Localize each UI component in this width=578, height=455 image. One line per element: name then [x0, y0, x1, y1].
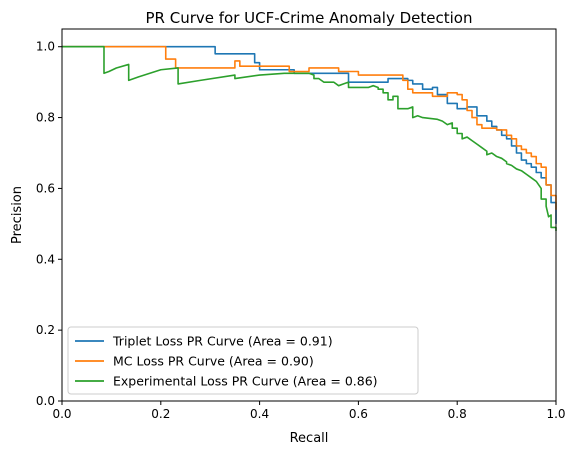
legend-label-1: MC Loss PR Curve (Area = 0.90)	[113, 354, 314, 369]
y-tick-label: 0.0	[36, 394, 55, 408]
legend-label-2: Experimental Loss PR Curve (Area = 0.86)	[113, 374, 378, 389]
y-tick-label: 0.4	[36, 252, 55, 266]
y-tick-label: 0.6	[36, 181, 55, 195]
legend-box	[67, 326, 419, 395]
legend: Triplet Loss PR Curve (Area = 0.91) MC Lo…	[67, 326, 419, 395]
legend-label-0: Triplet Loss PR Curve (Area = 0.91)	[112, 334, 333, 349]
y-tick-label: 0.2	[36, 323, 55, 337]
y-axis-title: Precision	[10, 186, 25, 244]
plot-frame	[61, 28, 557, 402]
x-tick-label: 1.0	[546, 407, 565, 421]
series-line-1	[62, 45, 557, 210]
y-axis-ticks: 0.0 0.2 0.4 0.6 0.8 1.0	[36, 40, 62, 408]
x-tick-label: 0.8	[448, 407, 467, 421]
y-tick-label: 0.8	[36, 111, 55, 125]
chart-title: PR Curve for UCF-Crime Anomaly Detection	[146, 9, 473, 27]
series-layer	[62, 45, 557, 231]
x-axis-ticks: 0.0 0.2 0.4 0.6 0.8 1.0	[52, 401, 566, 421]
series-line-2	[62, 45, 557, 231]
x-tick-label: 0.2	[151, 407, 170, 421]
x-tick-label: 0.6	[349, 407, 368, 421]
x-axis-title: Recall	[290, 431, 329, 446]
y-tick-label: 1.0	[36, 40, 55, 54]
x-tick-label: 0.4	[250, 407, 269, 421]
x-tick-label: 0.0	[52, 407, 71, 421]
